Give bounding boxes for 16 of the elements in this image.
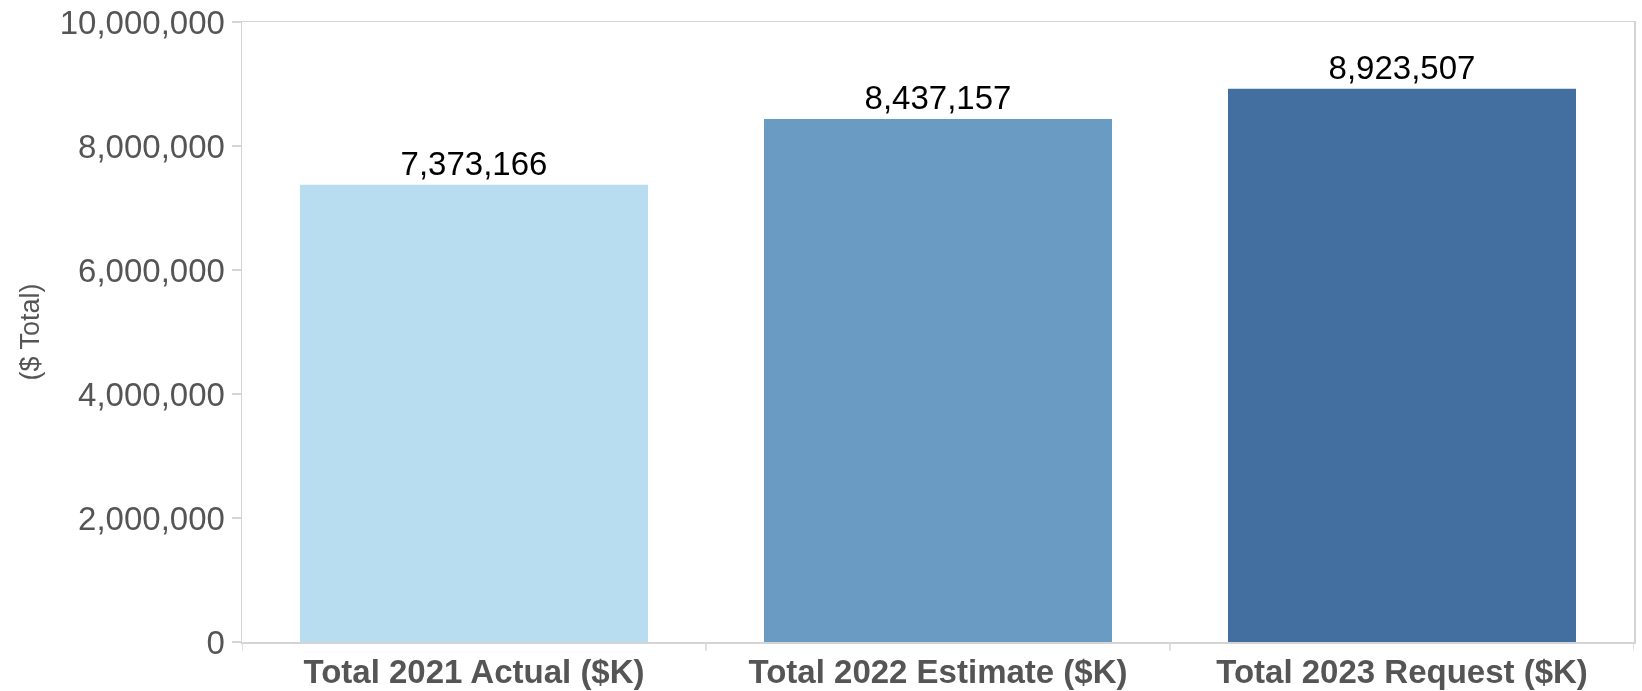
x-tick-label: Total 2023 Request ($K) — [1216, 653, 1588, 691]
y-tick-label: 8,000,000 — [78, 127, 225, 165]
data-label: 8,923,507 — [1328, 48, 1476, 86]
y-tick-label: 6,000,000 — [78, 251, 225, 289]
data-label: 8,437,157 — [864, 78, 1012, 116]
y-tick-label: 4,000,000 — [78, 375, 225, 413]
data-label: 7,373,166 — [400, 144, 548, 182]
y-tick-label: 2,000,000 — [78, 499, 225, 537]
y-axis-title: ($ Total) — [15, 283, 46, 381]
y-tick-label: 10,000,000 — [59, 3, 225, 41]
bar — [1228, 88, 1576, 642]
y-tick-label: 0 — [206, 623, 225, 661]
bar — [764, 118, 1112, 642]
bar — [300, 184, 648, 642]
x-tick-label: Total 2022 Estimate ($K) — [748, 653, 1128, 691]
x-tick-label: Total 2021 Actual ($K) — [303, 653, 645, 691]
